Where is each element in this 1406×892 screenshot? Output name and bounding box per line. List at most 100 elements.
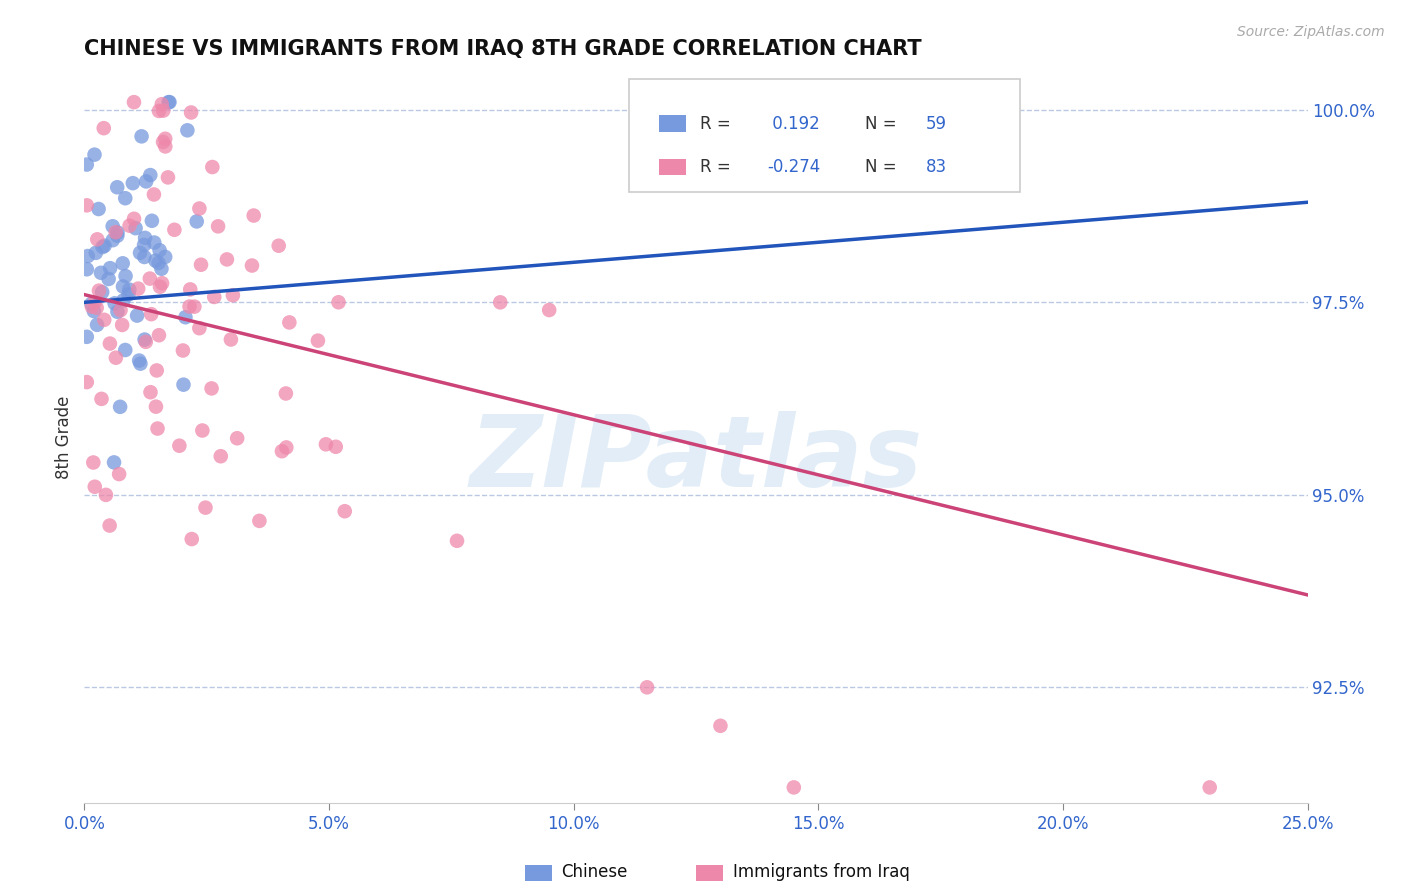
Point <box>148 244 170 258</box>
Point <box>183 300 205 314</box>
Point <box>122 95 145 110</box>
Point <box>76 198 98 212</box>
Point <box>247 514 270 528</box>
Point <box>90 392 112 406</box>
Point <box>114 191 136 205</box>
FancyBboxPatch shape <box>659 159 686 175</box>
Point <box>134 250 156 264</box>
Point <box>489 295 512 310</box>
Point <box>152 135 174 149</box>
Point <box>93 313 115 327</box>
Point <box>91 240 114 254</box>
Point <box>107 226 129 240</box>
Point <box>98 518 121 533</box>
Point <box>87 202 110 216</box>
Point <box>98 261 121 276</box>
Point <box>97 272 120 286</box>
Point <box>94 488 117 502</box>
Point <box>129 245 152 260</box>
Point <box>152 103 174 118</box>
Point <box>141 307 163 321</box>
Point <box>190 258 212 272</box>
FancyBboxPatch shape <box>659 115 686 131</box>
Point <box>150 277 173 291</box>
Point <box>179 300 201 314</box>
Point <box>173 377 195 392</box>
Point <box>117 287 139 301</box>
Point <box>446 533 468 548</box>
Text: -0.274: -0.274 <box>766 158 820 176</box>
Point <box>142 187 165 202</box>
Point <box>104 225 127 239</box>
Point <box>191 424 214 438</box>
Point <box>274 386 297 401</box>
Point <box>159 95 181 110</box>
Point <box>200 381 222 395</box>
Point <box>207 219 229 234</box>
Point <box>86 301 108 315</box>
Point <box>145 363 167 377</box>
Point <box>131 129 153 144</box>
Point <box>145 253 167 268</box>
Point <box>118 283 141 297</box>
FancyBboxPatch shape <box>696 865 723 881</box>
Text: 59: 59 <box>927 114 946 133</box>
Point <box>82 455 104 469</box>
Point <box>108 467 131 481</box>
Point <box>110 303 132 318</box>
Point <box>157 95 180 110</box>
Point <box>226 431 249 445</box>
Point <box>83 304 105 318</box>
Point <box>709 719 731 733</box>
Point <box>118 219 141 233</box>
Point <box>124 221 146 235</box>
Point <box>132 238 155 252</box>
Point <box>202 290 225 304</box>
Point <box>179 282 201 296</box>
Point <box>153 250 176 264</box>
Point <box>278 315 301 329</box>
Point <box>219 333 242 347</box>
Point <box>169 439 191 453</box>
Point <box>87 284 110 298</box>
Point <box>333 504 356 518</box>
Point <box>149 279 172 293</box>
Point <box>139 385 162 400</box>
Point <box>139 168 162 182</box>
Point <box>104 296 127 310</box>
Point <box>112 293 135 308</box>
Point <box>134 231 156 245</box>
Point <box>240 259 263 273</box>
Point <box>111 279 134 293</box>
Point <box>1198 780 1220 795</box>
Point <box>325 440 347 454</box>
Point <box>315 437 337 451</box>
Point <box>83 295 105 310</box>
Text: R =: R = <box>700 114 735 133</box>
Point <box>98 336 121 351</box>
Point <box>209 449 232 463</box>
Text: Chinese: Chinese <box>561 863 628 881</box>
Point <box>135 174 157 188</box>
Point <box>135 334 157 349</box>
Point <box>146 421 169 435</box>
Text: 0.192: 0.192 <box>766 114 820 133</box>
Point <box>222 288 245 302</box>
Text: Source: ZipAtlas.com: Source: ZipAtlas.com <box>1237 25 1385 39</box>
Point <box>242 209 264 223</box>
Point <box>538 303 561 318</box>
Point <box>172 343 194 358</box>
Point <box>127 282 149 296</box>
Y-axis label: 8th Grade: 8th Grade <box>55 395 73 479</box>
Point <box>141 214 163 228</box>
Point <box>76 262 98 277</box>
Point <box>143 235 166 250</box>
Point <box>76 330 98 344</box>
Point <box>80 297 103 311</box>
Point <box>271 444 294 458</box>
Point <box>91 285 114 300</box>
Point <box>76 157 98 171</box>
Point <box>93 239 115 253</box>
Point <box>103 455 125 469</box>
Point <box>174 310 197 325</box>
